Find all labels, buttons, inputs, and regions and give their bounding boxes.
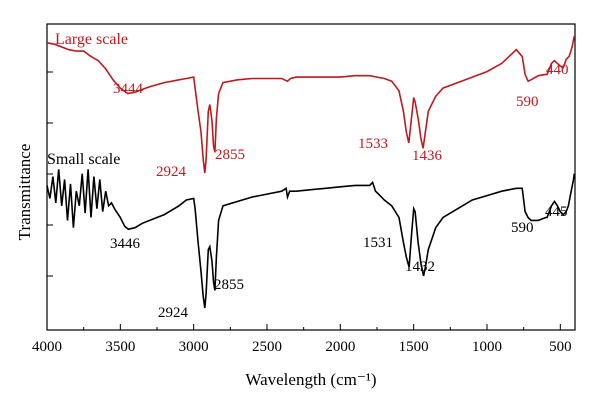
y-axis-title: Transmittance [15,144,34,241]
annotation-small-2855: 2855 [214,277,244,293]
annotation-large-440: 440 [546,62,569,78]
y-axis-ticks [47,71,53,277]
annotation-large-590: 590 [516,94,539,110]
x-tick-label: 2000 [325,339,355,355]
annotation-small-1432: 1432 [405,259,435,275]
x-axis-ticks: 4000 3500 3000 2500 2000 1500 1000 500 [32,324,572,355]
annotation-small-2924: 2924 [158,305,189,321]
x-tick-label: 2500 [252,339,282,355]
x-tick-label: 3500 [105,339,135,355]
series-label-large-scale: Large scale [55,31,128,48]
annotation-large-2924: 2924 [156,164,187,180]
annotation-large-1436: 1436 [412,148,443,164]
x-tick-label: 3000 [179,339,209,355]
series-line-small-scale [46,169,576,309]
annotation-large-3444: 3444 [113,81,144,97]
annotation-small-590: 590 [511,220,534,236]
annotation-small-3446: 3446 [110,236,141,252]
x-axis-title: Wavelength (cm⁻¹) [245,370,376,389]
annotation-large-1533: 1533 [358,136,388,152]
annotation-small-445: 445 [545,204,568,220]
annotation-large-2855: 2855 [215,147,245,163]
series-label-small-scale: Small scale [47,151,120,168]
annotation-small-1531: 1531 [363,235,393,251]
x-tick-label: 500 [549,339,572,355]
series-line-large-scale [46,35,576,174]
x-tick-label: 1500 [399,339,429,355]
x-tick-label: 4000 [32,339,62,355]
plot-frame [46,23,576,331]
x-tick-label: 1000 [472,339,502,355]
